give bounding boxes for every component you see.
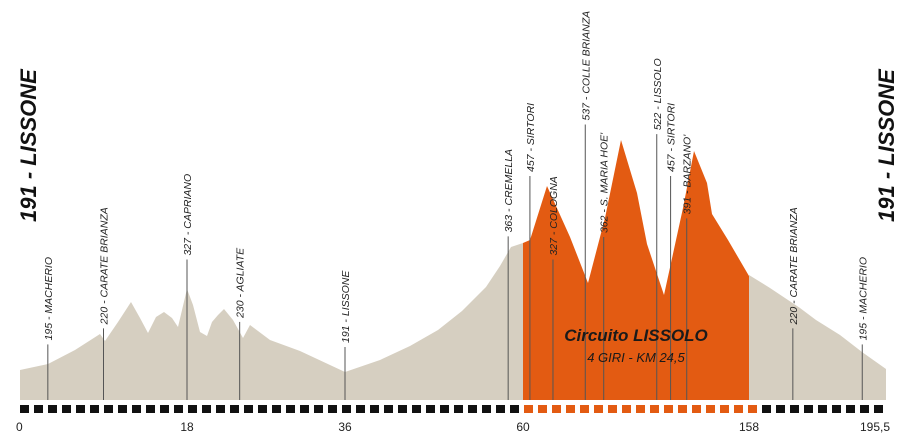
scale-block <box>440 405 449 413</box>
waypoint-label: 195 - MACHERIO <box>43 257 55 340</box>
scale-block <box>846 405 855 413</box>
x-tick-label: 18 <box>180 420 194 434</box>
scale-block <box>48 405 57 413</box>
scale-block <box>244 405 253 413</box>
waypoint-label: 195 - MACHERIO <box>857 257 869 340</box>
scale-block <box>230 405 239 413</box>
scale-block <box>832 405 841 413</box>
scale-block <box>146 405 155 413</box>
scale-block <box>706 405 715 413</box>
scale-block <box>720 405 729 413</box>
scale-block <box>804 405 813 413</box>
scale-block <box>580 405 589 413</box>
scale-block <box>62 405 71 413</box>
waypoint-label: 230 - AGLIATE <box>235 247 247 319</box>
scale-block <box>118 405 127 413</box>
scale-block <box>202 405 211 413</box>
scale-block <box>132 405 141 413</box>
scale-block <box>636 405 645 413</box>
scale-block <box>776 405 785 413</box>
scale-block <box>608 405 617 413</box>
profile-area <box>20 243 886 400</box>
circuit-area <box>523 140 749 400</box>
scale-block <box>678 405 687 413</box>
scale-block <box>272 405 281 413</box>
scale-block <box>552 405 561 413</box>
scale-block <box>860 405 869 413</box>
scale-block <box>398 405 407 413</box>
scale-block <box>76 405 85 413</box>
scale-block <box>762 405 771 413</box>
scale-block <box>566 405 575 413</box>
scale-block <box>104 405 113 413</box>
scale-block <box>160 405 169 413</box>
waypoint-label: 191 - LISSONE <box>340 270 352 343</box>
scale-block <box>328 405 337 413</box>
x-tick-label: 60 <box>516 420 530 434</box>
waypoint-label: 362 - S. MARIA HOE' <box>599 132 611 233</box>
scale-block <box>314 405 323 413</box>
scale-block <box>426 405 435 413</box>
scale-block <box>692 405 701 413</box>
scale-block <box>412 405 421 413</box>
scale-block <box>20 405 29 413</box>
scale-block <box>258 405 267 413</box>
scale-block <box>188 405 197 413</box>
scale-block <box>594 405 603 413</box>
circuit-subtitle: 4 GIRI - KM 24,5 <box>587 350 685 365</box>
scale-block <box>454 405 463 413</box>
waypoint-label: 363 - CREMELLA <box>503 149 515 232</box>
scale-block <box>818 405 827 413</box>
start-label: 191 - LISSONE <box>16 68 41 222</box>
scale-block <box>356 405 365 413</box>
scale-block <box>34 405 43 413</box>
scale-block <box>622 405 631 413</box>
scale-block <box>538 405 547 413</box>
scale-block <box>734 405 743 413</box>
scale-block <box>216 405 225 413</box>
scale-block <box>510 405 519 413</box>
waypoint-label: 220 - CARATE BRIANZA <box>99 207 111 325</box>
circuit-title: Circuito LISSOLO <box>564 326 708 345</box>
scale-block <box>468 405 477 413</box>
finish-label: 191 - LISSONE <box>874 68 898 222</box>
scale-block <box>790 405 799 413</box>
scale-block <box>482 405 491 413</box>
scale-block <box>496 405 505 413</box>
waypoint-label: 391 - BARZANO' <box>682 134 694 215</box>
scale-block <box>174 405 183 413</box>
waypoint-label: 327 - COLOGNA <box>548 176 560 255</box>
scale-block <box>664 405 673 413</box>
scale-block <box>874 405 883 413</box>
waypoint-label: 457 - SIRTORI <box>525 103 537 172</box>
x-tick-label: 36 <box>338 420 352 434</box>
scale-block <box>384 405 393 413</box>
scale-block <box>300 405 309 413</box>
scale-block <box>286 405 295 413</box>
x-tick-label: 195,5 <box>860 420 890 434</box>
x-tick-label: 158 <box>739 420 759 434</box>
x-tick-label: 0 <box>16 420 23 434</box>
waypoint-label: 457 - SIRTORI <box>666 103 678 172</box>
waypoint-label: 522 - LISSOLO <box>652 58 664 130</box>
scale-block <box>650 405 659 413</box>
scale-block <box>342 405 351 413</box>
scale-block <box>748 405 757 413</box>
waypoint-label: 327 - CAPRIANO <box>182 174 194 256</box>
scale-block <box>90 405 99 413</box>
waypoint-label: 220 - CARATE BRIANZA <box>788 207 800 325</box>
waypoint-label: 537 - COLLE BRIANZA <box>580 11 592 121</box>
scale-block <box>524 405 533 413</box>
scale-block <box>370 405 379 413</box>
